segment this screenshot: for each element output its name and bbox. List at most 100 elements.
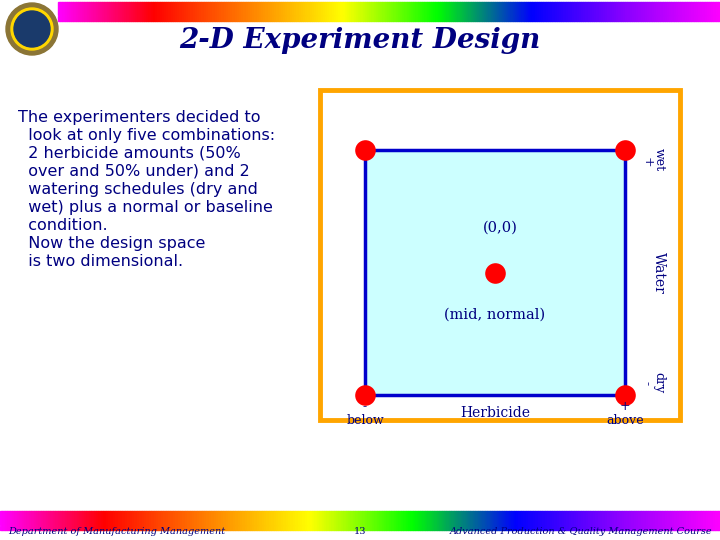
Bar [466, 511, 468, 525]
Bar [239, 2, 241, 15]
Bar [279, 511, 281, 525]
Bar [129, 16, 131, 21]
Bar [268, 2, 270, 15]
Bar [623, 16, 625, 21]
Text: condition.: condition. [18, 218, 107, 233]
Bar [341, 16, 343, 21]
Bar [150, 16, 153, 21]
Bar [403, 526, 405, 530]
Bar [256, 2, 258, 15]
Bar [89, 16, 91, 21]
Bar [616, 2, 618, 15]
Bar [31, 526, 34, 530]
Bar [250, 511, 252, 525]
Bar [658, 2, 660, 15]
Bar [307, 526, 310, 530]
Bar [272, 2, 274, 15]
Bar [415, 511, 418, 525]
Bar [288, 511, 290, 525]
Bar [539, 16, 541, 21]
Bar [442, 16, 444, 21]
Bar [480, 511, 482, 525]
Bar [634, 2, 636, 15]
Bar [221, 511, 223, 525]
Bar [223, 16, 225, 21]
Bar [362, 2, 365, 15]
Bar [293, 511, 295, 525]
Bar [569, 511, 571, 525]
Bar [356, 16, 358, 21]
Bar [672, 2, 674, 15]
Bar [259, 511, 261, 525]
Bar [99, 526, 101, 530]
Bar [211, 511, 214, 525]
Bar [63, 16, 65, 21]
Bar [617, 511, 619, 525]
Bar [577, 16, 579, 21]
Bar [374, 526, 377, 530]
Bar [228, 526, 230, 530]
Text: watering schedules (dry and: watering schedules (dry and [18, 182, 258, 197]
Bar [660, 2, 662, 15]
Bar [310, 2, 312, 15]
Bar [188, 2, 190, 15]
Bar [98, 16, 100, 21]
Bar [187, 526, 189, 530]
Bar [660, 16, 662, 21]
Bar [48, 511, 50, 525]
Bar [43, 511, 45, 525]
Bar [451, 526, 454, 530]
Bar [701, 526, 703, 530]
Bar [716, 2, 718, 15]
Bar [117, 16, 120, 21]
Bar [398, 511, 401, 525]
Bar [314, 2, 316, 15]
Bar [477, 511, 480, 525]
Bar [515, 16, 517, 21]
Bar [482, 526, 485, 530]
Bar [241, 2, 243, 15]
Bar [223, 2, 225, 15]
Bar [612, 2, 614, 15]
Bar [235, 2, 237, 15]
Bar [285, 16, 287, 21]
Bar [60, 16, 63, 21]
Bar [367, 16, 369, 21]
Bar [439, 511, 441, 525]
Bar [158, 511, 161, 525]
Bar [574, 511, 576, 525]
Point [359, 146, 371, 154]
Bar [405, 16, 407, 21]
Bar [197, 2, 199, 15]
Bar [696, 526, 698, 530]
Bar [137, 511, 139, 525]
Bar [407, 2, 409, 15]
Bar [295, 526, 297, 530]
Bar [78, 2, 80, 15]
Bar [60, 2, 63, 15]
Bar [540, 511, 542, 525]
Bar [500, 2, 502, 15]
Bar [554, 511, 557, 525]
Bar [544, 2, 546, 15]
Bar [403, 511, 405, 525]
Bar [108, 526, 110, 530]
Bar [208, 16, 210, 21]
Bar [41, 511, 43, 525]
Bar [139, 526, 142, 530]
Bar [495, 16, 497, 21]
Bar [610, 511, 612, 525]
Bar [324, 511, 326, 525]
Bar [168, 526, 171, 530]
Bar [50, 526, 53, 530]
Bar [216, 526, 218, 530]
Bar [459, 511, 461, 525]
Bar [259, 526, 261, 530]
Bar [502, 511, 504, 525]
Bar [603, 511, 605, 525]
Bar [389, 526, 391, 530]
Bar [230, 511, 233, 525]
Bar [667, 511, 670, 525]
Bar [526, 2, 528, 15]
Bar [410, 526, 413, 530]
